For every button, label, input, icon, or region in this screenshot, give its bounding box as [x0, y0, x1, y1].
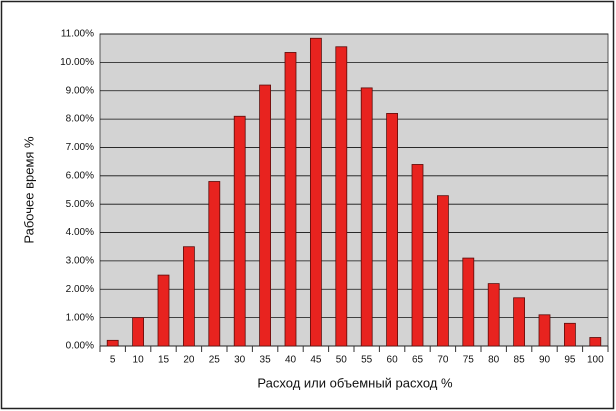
y-tick-label: 4.00%	[66, 227, 94, 238]
x-tick-label: 35	[260, 355, 272, 366]
y-tick-label: 6.00%	[66, 170, 94, 181]
bar	[106, 339, 119, 347]
x-tick-label: 40	[285, 355, 297, 366]
bar	[233, 115, 246, 347]
x-tick-label: 95	[564, 355, 576, 366]
x-tick-label: 100	[587, 355, 604, 366]
x-tick-label: 25	[209, 355, 221, 366]
x-tick-label: 15	[158, 355, 170, 366]
bar	[208, 181, 221, 347]
y-tick-label: 0.00%	[66, 341, 94, 352]
y-tick-label: 5.00%	[66, 199, 94, 210]
bar	[132, 317, 145, 347]
x-tick-label: 10	[133, 355, 145, 366]
bar	[487, 283, 500, 347]
bar	[538, 314, 551, 347]
bar	[589, 337, 602, 347]
y-tick-label: 1.00%	[66, 312, 94, 323]
x-tick-label: 70	[437, 355, 449, 366]
x-tick-label: 80	[488, 355, 500, 366]
bar	[284, 52, 297, 347]
bar	[411, 164, 424, 347]
bar	[335, 46, 348, 347]
bar	[182, 246, 195, 347]
x-tick-label: 75	[463, 355, 475, 366]
y-tick-label: 7.00%	[66, 142, 94, 153]
x-tick-label: 50	[336, 355, 348, 366]
x-tick-label: 85	[514, 355, 526, 366]
y-tick-label: 9.00%	[66, 85, 94, 96]
bar	[259, 84, 272, 347]
bar	[564, 322, 576, 347]
y-tick-label: 2.00%	[66, 284, 94, 295]
bar	[157, 274, 170, 347]
x-tick-label: 90	[539, 355, 551, 366]
bar	[360, 87, 373, 347]
x-tick-label: 20	[183, 355, 195, 366]
x-tick-label: 55	[361, 355, 373, 366]
y-tick-label: 8.00%	[66, 114, 94, 125]
bar	[436, 195, 449, 347]
bar	[462, 257, 475, 347]
bar	[309, 37, 322, 347]
x-tick-label: 5	[110, 355, 116, 366]
y-tick-label: 11.00%	[61, 29, 94, 40]
bar	[513, 297, 525, 347]
y-tick-label: 3.00%	[66, 256, 94, 267]
x-tick-label: 45	[310, 355, 322, 366]
x-tick-label: 30	[234, 355, 246, 366]
plot-area	[99, 33, 609, 347]
x-tick-label: 65	[412, 355, 424, 366]
x-axis-title: Расход или объемный расход %	[257, 375, 453, 390]
bar	[386, 113, 399, 347]
y-axis-title: Рабочее время %	[21, 136, 36, 244]
y-tick-label: 10.00%	[60, 57, 94, 68]
x-tick-label: 60	[387, 355, 399, 366]
